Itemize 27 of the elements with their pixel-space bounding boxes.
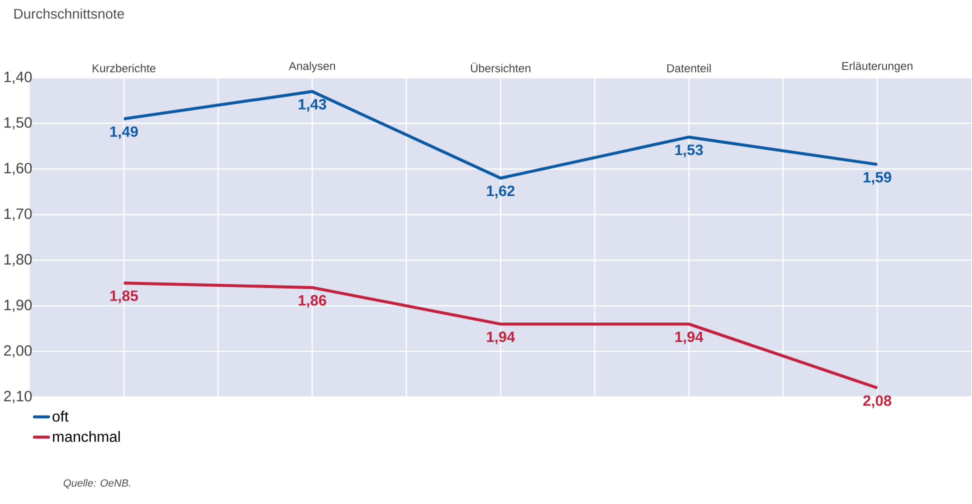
data-label: 1,59 bbox=[864, 172, 892, 185]
data-label: 1,86 bbox=[298, 295, 326, 308]
y-axis-title: Durchschnittsnote bbox=[14, 8, 124, 19]
x-tick-label: Erläuterungen bbox=[842, 62, 912, 72]
x-tick-label: Analysen bbox=[288, 62, 335, 72]
data-label: 1,94 bbox=[487, 332, 515, 344]
y-tick-label: 1,80 bbox=[4, 254, 32, 266]
legend-label: manchmal bbox=[53, 431, 120, 442]
data-label: 1,43 bbox=[298, 99, 326, 112]
y-tick-label: 2,10 bbox=[4, 390, 32, 404]
data-label: 1,53 bbox=[675, 144, 703, 158]
x-tick-label: Datenteil bbox=[667, 64, 711, 72]
y-tick-label: 1,70 bbox=[4, 208, 32, 221]
source-note: Quelle: OeNB. bbox=[64, 479, 130, 489]
data-label: 2,08 bbox=[863, 396, 892, 408]
y-tick-label: 1,40 bbox=[4, 72, 32, 84]
data-label: 1,85 bbox=[110, 290, 138, 304]
y-tick-label: 2,00 bbox=[4, 345, 32, 358]
data-label: 1,49 bbox=[110, 126, 138, 140]
legend-label: oft bbox=[52, 410, 68, 422]
data-label: 1,62 bbox=[487, 186, 514, 198]
y-tick-label: 1,50 bbox=[4, 117, 32, 130]
x-tick-label: Übersichten bbox=[470, 62, 530, 72]
x-tick-label: Kurzberichte bbox=[92, 64, 156, 72]
y-tick-label: 1,60 bbox=[4, 162, 32, 176]
data-label: 1,94 bbox=[675, 332, 704, 344]
y-tick-label: 1,90 bbox=[4, 300, 32, 312]
